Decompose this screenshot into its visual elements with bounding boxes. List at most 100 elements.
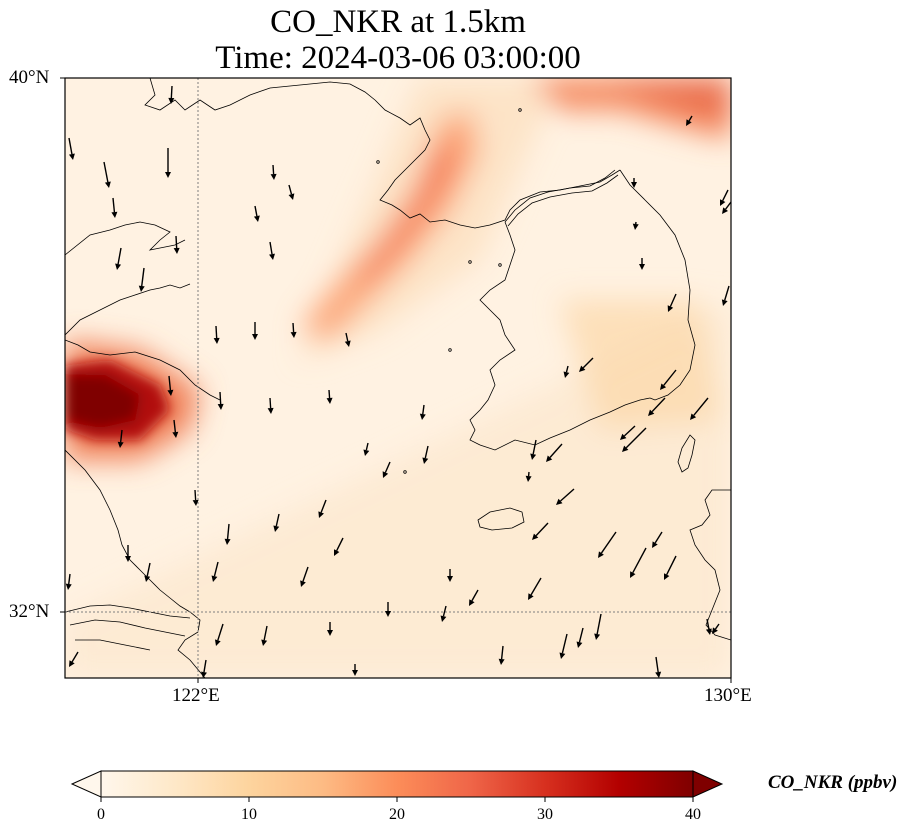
wind-arrow-shaft — [663, 369, 677, 386]
wind-arrow-shaft — [722, 189, 729, 201]
wind-arrow-head — [667, 305, 674, 312]
wind-arrow-shaft — [654, 531, 663, 544]
wind-arrow-head — [363, 449, 370, 456]
wind-arrow-head — [344, 340, 351, 347]
wind-arrow-head — [172, 431, 179, 438]
wind-arrow-shaft — [422, 404, 425, 415]
wind-arrow-head — [546, 455, 553, 462]
wind-arrow-shaft — [68, 137, 73, 155]
wind-arrow-shaft — [194, 489, 197, 501]
wind-arrow-shaft — [623, 425, 636, 437]
wind-arrow-head — [327, 630, 333, 636]
wind-arrow-head — [705, 628, 712, 635]
coastline-tsushima — [677, 434, 696, 473]
wind-arrow-head — [652, 541, 658, 548]
colorbar-tick-20: 20 — [389, 806, 405, 823]
lat-label-40n: 40°N — [9, 67, 50, 88]
wind-arrow-shaft — [71, 651, 79, 663]
colorbar-extend-low — [70, 770, 102, 798]
wind-arrow-shaft — [112, 197, 116, 213]
wind-arrow-head — [579, 365, 586, 372]
wind-arrow-shaft — [365, 442, 369, 451]
wind-arrow-head — [269, 253, 275, 260]
wind-arrow-head — [168, 97, 175, 104]
wind-arrow-shaft — [549, 443, 563, 458]
wind-arrow-head — [224, 538, 231, 545]
wind-arrow-shaft — [714, 623, 720, 630]
wind-arrow-head — [639, 264, 645, 270]
coastline-shandong-north — [65, 283, 191, 336]
wind-arrow-shaft — [103, 161, 109, 183]
wind-arrow-head — [144, 575, 151, 582]
colorbar-gradient — [101, 771, 693, 797]
wind-arrow-shaft — [170, 85, 173, 99]
wind-arrow-head — [111, 211, 118, 218]
wind-arrow-shaft — [213, 561, 219, 577]
wind-arrow-shaft — [669, 293, 677, 307]
colorbar-tick-40: 40 — [685, 806, 701, 823]
wind-arrow-shaft — [320, 499, 327, 513]
wind-arrow-head — [382, 471, 389, 478]
wind-arrow-shaft — [565, 365, 569, 373]
wind-arrow-shaft — [272, 164, 275, 175]
wind-arrow-head — [270, 173, 277, 180]
wind-arrow-head — [631, 182, 637, 188]
wind-arrow-head — [117, 441, 124, 448]
wind-arrow-head — [422, 457, 429, 464]
wind-arrow-shaft — [275, 513, 280, 527]
wind-arrow-shaft — [424, 445, 429, 459]
wind-arrow-head — [253, 215, 260, 222]
wind-arrow-shaft — [117, 247, 122, 265]
wind-arrow-shaft — [530, 577, 542, 596]
wind-arrow-shaft — [532, 439, 537, 455]
wind-arrow-head — [68, 153, 75, 160]
wind-arrow-shaft — [219, 391, 222, 405]
wind-arrow-head — [655, 671, 662, 678]
wind-arrow-shaft — [582, 357, 594, 369]
wind-arrow-shaft — [263, 625, 268, 641]
wind-arrow-head — [65, 583, 72, 590]
wind-arrow-shaft — [693, 397, 709, 416]
wind-arrow-head — [173, 247, 180, 254]
wind-arrow-head — [288, 193, 295, 200]
coastline-yangtze — [65, 604, 191, 651]
wind-arrow-head — [213, 337, 220, 344]
wind-arrow-head — [326, 397, 333, 404]
wind-arrow-shaft — [146, 562, 151, 577]
wind-arrow-shaft — [217, 623, 224, 641]
coastline-korea-west — [469, 221, 516, 446]
wind-arrow-head — [686, 119, 692, 126]
wind-arrow-head — [252, 334, 258, 340]
wind-arrow-head — [721, 299, 728, 306]
wind-arrow-shaft — [725, 201, 732, 210]
wind-arrow-shaft — [292, 322, 295, 333]
wind-arrow-shaft — [632, 547, 647, 574]
wind-arrow-shaft — [175, 235, 178, 249]
wind-arrow-head — [115, 263, 122, 270]
wind-arrow-shaft — [336, 537, 344, 551]
wind-arrow-head — [385, 611, 391, 617]
map-frame — [64, 77, 732, 679]
wind-arrow-head — [447, 576, 453, 582]
wind-arrow-shaft — [119, 429, 123, 443]
wind-arrow-head — [660, 383, 667, 390]
colorbar-label: CO_NKR (ppbv) — [768, 772, 898, 793]
wind-arrow-shaft — [666, 555, 677, 575]
coastline-bohai-west — [65, 221, 186, 256]
wind-arrow-shaft — [68, 573, 71, 585]
colorbar-tick-30: 30 — [537, 806, 553, 823]
wind-arrow-head — [217, 403, 224, 410]
wind-arrow-head — [620, 433, 627, 440]
wind-arrow-shaft — [442, 605, 447, 617]
wind-vectors — [65, 85, 732, 678]
wind-arrow-shaft — [560, 488, 575, 502]
wind-arrow-head — [273, 525, 280, 532]
coastline-korea-south — [479, 397, 651, 451]
wind-arrow-head — [69, 660, 75, 667]
wind-arrow-shaft — [384, 461, 391, 473]
lon-label-130e: 130°E — [704, 685, 752, 706]
wind-arrow-head — [563, 371, 570, 378]
wind-arrow-shaft — [578, 627, 584, 643]
map-title-line2: Time: 2024-03-06 03:00:00 — [215, 40, 581, 76]
wind-arrow-head — [556, 498, 563, 505]
